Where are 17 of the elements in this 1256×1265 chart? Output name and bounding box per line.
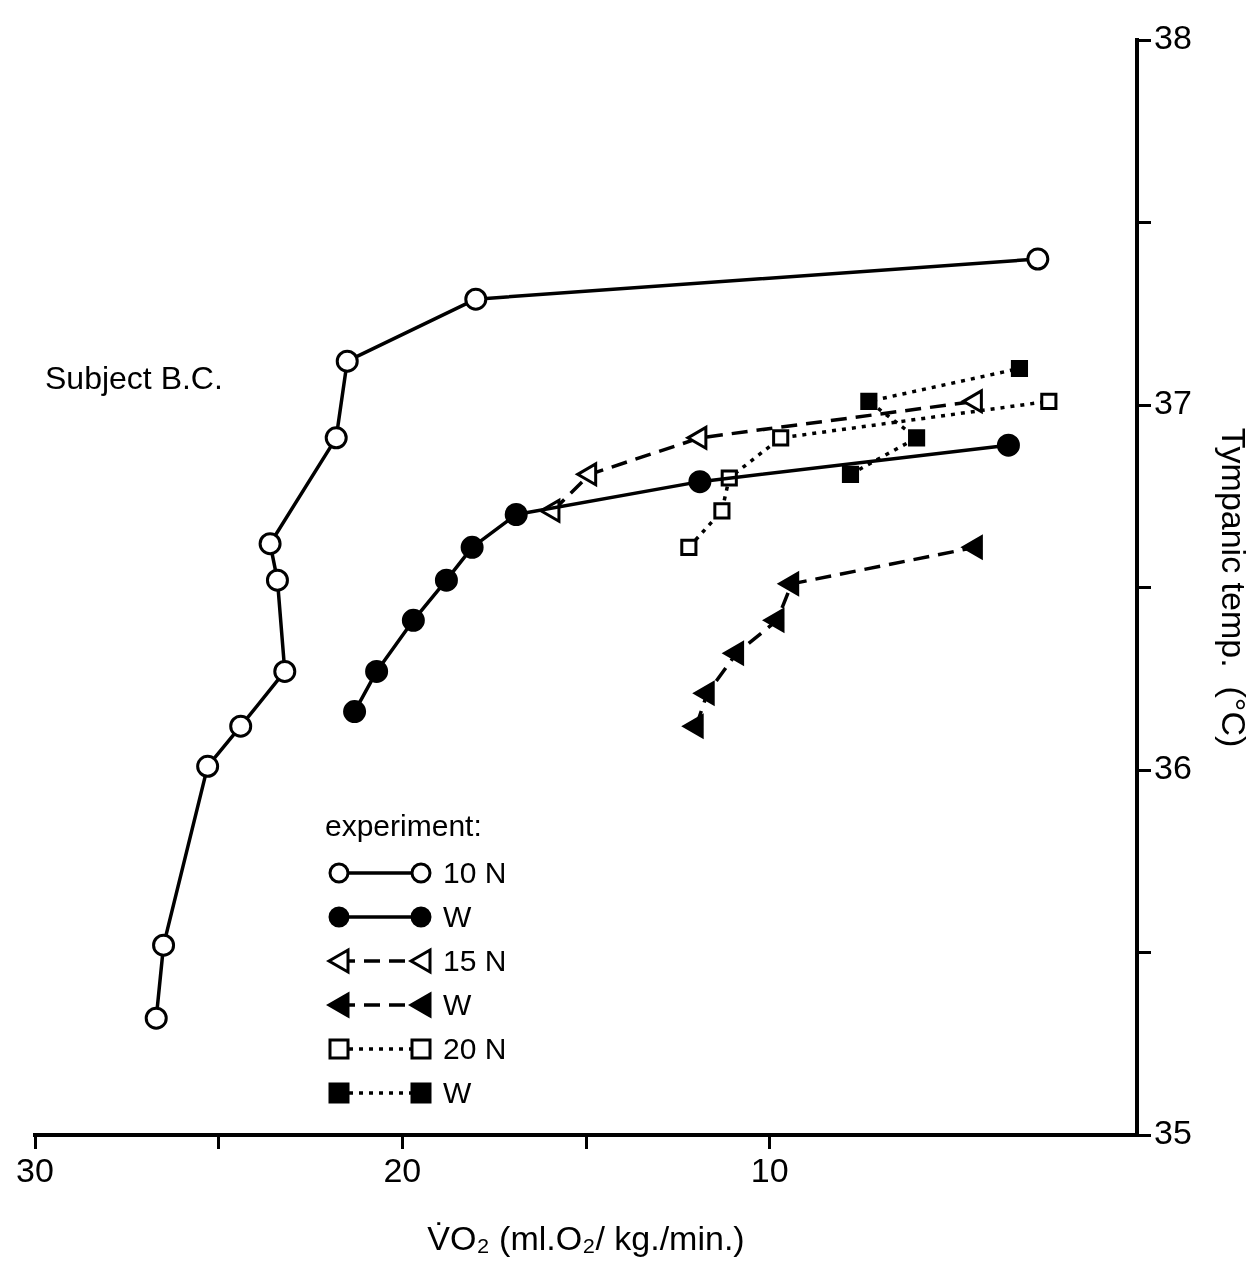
legend-label: W <box>443 900 472 934</box>
y-axis-title: Tympanic temp. (°C) <box>1215 427 1254 748</box>
x-axis-title: V̇O₂ (ml.O₂/ kg./min.) <box>427 1218 745 1257</box>
legend-title: experiment: <box>325 809 483 843</box>
y-tick-label: 37 <box>1154 383 1192 422</box>
y-tick-label: 36 <box>1154 748 1192 787</box>
legend-label: 20 N <box>443 1032 507 1066</box>
legend-label: W <box>443 988 472 1022</box>
x-tick-label: 30 <box>16 1150 54 1189</box>
legend-label: 15 N <box>443 944 507 978</box>
legend-label: W <box>443 1076 472 1110</box>
x-tick-label: 10 <box>750 1150 789 1189</box>
text: Subject B.C. <box>45 360 223 397</box>
legend-label: 10 N <box>443 856 507 890</box>
y-tick-label: 35 <box>1154 1113 1192 1152</box>
x-tick-label: 20 <box>383 1150 422 1189</box>
y-tick-label: 38 <box>1154 18 1192 57</box>
